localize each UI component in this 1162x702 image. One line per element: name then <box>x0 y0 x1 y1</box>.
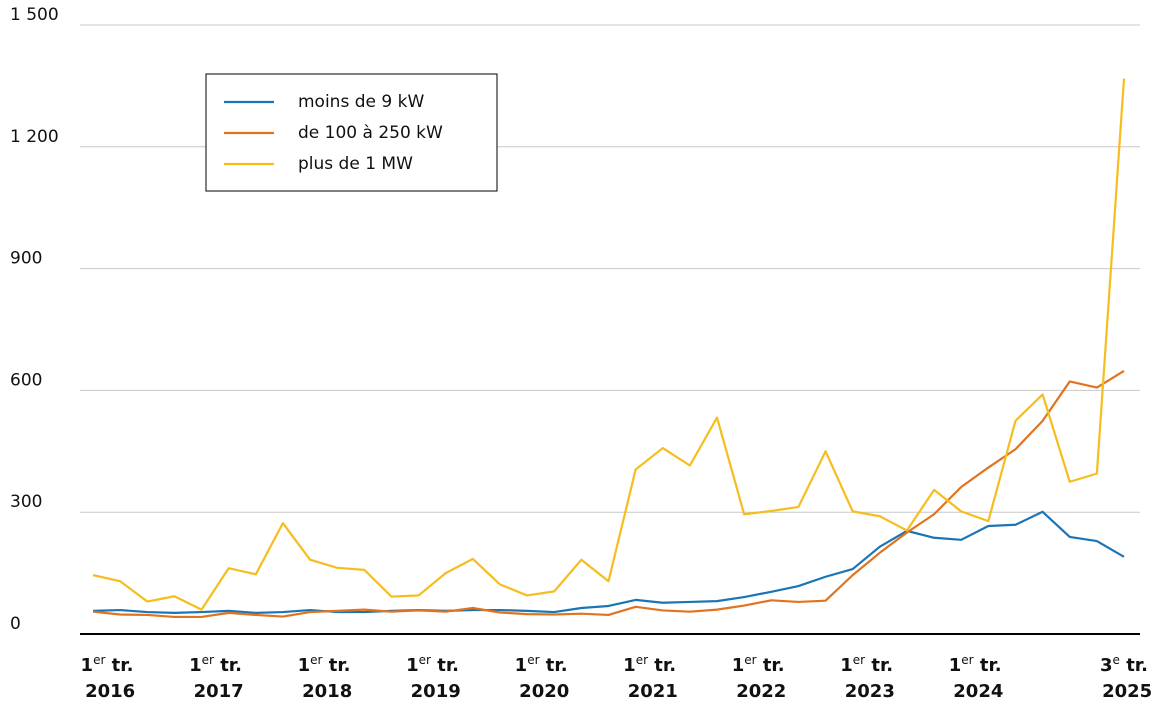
x-tick-label: 1er tr. 2019 <box>404 653 460 702</box>
x-tick-label: 1er tr. 2016 <box>79 653 135 702</box>
series-line <box>92 369 1125 619</box>
y-tick-label: 300 <box>10 492 42 512</box>
x-tick-label: 1er tr. 2021 <box>621 653 677 702</box>
x-tick-label: 1er tr. 2018 <box>296 653 352 702</box>
y-tick-label: 0 <box>10 614 21 634</box>
y-tick-label: 1 200 <box>10 127 59 147</box>
legend-label: moins de 9 kW <box>298 92 424 112</box>
y-tick-label: 900 <box>10 249 42 269</box>
series-line <box>92 78 1126 611</box>
legend-label: plus de 1 MW <box>298 154 413 174</box>
y-tick-label: 1 500 <box>10 5 59 25</box>
x-tick-label: 1er tr. 2024 <box>947 653 1003 702</box>
x-tick-label: 3e tr. 2025 <box>1096 653 1152 702</box>
x-tick-label: 1er tr. 2023 <box>838 653 894 702</box>
x-tick-label: 1er tr. 2022 <box>730 653 786 702</box>
series-line <box>92 510 1125 614</box>
x-tick-label: 1er tr. 2020 <box>513 653 569 702</box>
legend-label: de 100 à 250 kW <box>298 123 443 143</box>
x-tick-label: 1er tr. 2017 <box>187 653 243 702</box>
y-tick-label: 600 <box>10 370 42 390</box>
